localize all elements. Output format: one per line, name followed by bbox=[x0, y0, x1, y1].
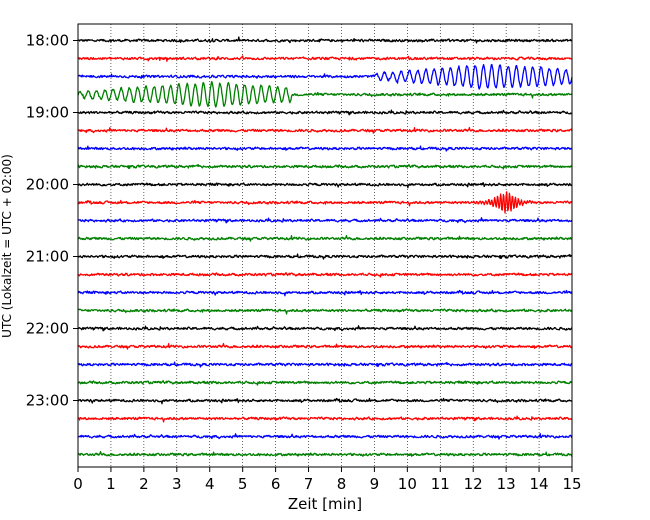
trace-line bbox=[77, 191, 573, 214]
trace-line bbox=[77, 63, 573, 90]
trace-line bbox=[77, 450, 573, 458]
x-tick-label: 0 bbox=[73, 475, 83, 493]
trace-line bbox=[77, 36, 573, 44]
trace-line bbox=[77, 379, 573, 386]
x-tick-label: 8 bbox=[337, 475, 347, 493]
trace-line bbox=[77, 253, 573, 260]
y-axis: 18:00 19:00 20:00 21:00 22:00 23:00 bbox=[26, 32, 78, 410]
trace-line bbox=[77, 234, 573, 242]
y-tick-label: 21:00 bbox=[26, 248, 69, 266]
trace-line bbox=[77, 433, 573, 440]
trace-line bbox=[77, 163, 573, 170]
x-tick-label: 12 bbox=[464, 475, 483, 493]
y-tick-label: 22:00 bbox=[26, 320, 69, 338]
x-tick-label: 13 bbox=[497, 475, 516, 493]
x-tick-label: 14 bbox=[530, 475, 549, 493]
x-tick-label: 11 bbox=[431, 475, 450, 493]
vertical-grid bbox=[110, 24, 540, 467]
y-axis-title: UTC (Lokalzeit = UTC + 02:00) bbox=[0, 154, 14, 338]
y-tick-label: 23:00 bbox=[26, 392, 69, 410]
x-tick-label: 2 bbox=[139, 475, 149, 493]
trace-line bbox=[77, 342, 573, 350]
x-tick-label: 1 bbox=[106, 475, 116, 493]
trace-line bbox=[77, 145, 573, 152]
trace-line bbox=[77, 361, 573, 368]
plot-frame bbox=[77, 23, 573, 468]
trace-line bbox=[77, 55, 573, 62]
x-tick-label: 7 bbox=[304, 475, 314, 493]
x-tick-label: 3 bbox=[172, 475, 182, 493]
y-tick-label: 18:00 bbox=[26, 32, 69, 50]
trace-line bbox=[77, 217, 573, 224]
trace-group bbox=[77, 36, 573, 458]
x-tick-label: 9 bbox=[370, 475, 380, 493]
trace-line bbox=[77, 397, 573, 405]
x-tick-label: 10 bbox=[398, 475, 417, 493]
x-axis: 0 1 2 3 4 5 6 7 8 9 10 11 12 13 14 15 bbox=[73, 467, 582, 493]
y-tick-label: 19:00 bbox=[26, 104, 69, 122]
x-tick-label: 6 bbox=[271, 475, 281, 493]
x-tick-label: 4 bbox=[205, 475, 215, 493]
x-tick-label: 5 bbox=[238, 475, 248, 493]
trace-line bbox=[77, 109, 573, 116]
trace-line bbox=[77, 289, 573, 297]
trace-line bbox=[77, 415, 573, 423]
x-axis-title: Zeit [min] bbox=[288, 495, 362, 513]
trace-line bbox=[77, 325, 573, 332]
trace-line bbox=[77, 80, 573, 108]
y-tick-label: 20:00 bbox=[26, 176, 69, 194]
trace-line bbox=[77, 126, 573, 134]
trace-line bbox=[77, 308, 573, 315]
trace-line bbox=[77, 182, 573, 189]
x-tick-label: 15 bbox=[562, 475, 581, 493]
trace-line bbox=[77, 271, 573, 278]
